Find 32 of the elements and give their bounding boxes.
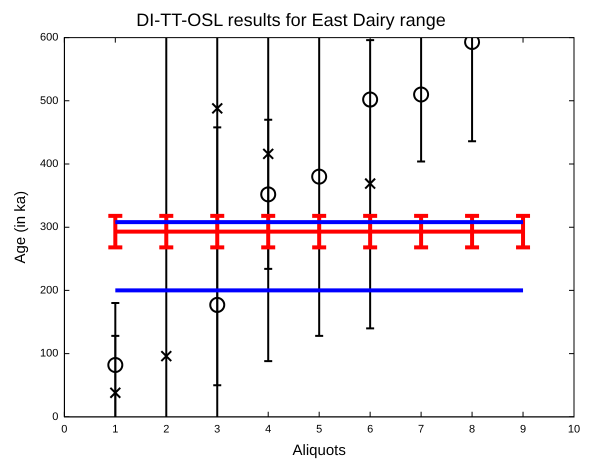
x-tick-label: 0	[61, 423, 68, 436]
x-tick-label: 10	[568, 423, 580, 436]
point	[209, 296, 226, 313]
y-tick-label: 200	[40, 284, 58, 296]
y-axis-title: Age (in ka)	[12, 190, 30, 264]
point	[262, 148, 274, 160]
x-tick-label: 9	[520, 423, 526, 436]
x-tick-label: 7	[418, 423, 424, 436]
point	[362, 92, 378, 108]
x-tick-label: 6	[367, 423, 374, 436]
point	[260, 186, 276, 202]
point	[160, 350, 172, 362]
y-tick-label: 500	[40, 94, 58, 107]
x-tick-label: 5	[316, 423, 322, 436]
point	[107, 356, 124, 373]
y-tick-label: 400	[40, 158, 58, 170]
point	[211, 102, 224, 114]
chart-title: DI-TT-OSL results for East Dairy range	[136, 10, 446, 30]
x-tick-label: 8	[469, 423, 476, 436]
x-tick-label: 1	[112, 423, 118, 436]
x-axis-title: Aliquots	[292, 442, 346, 460]
y-tick-label: 300	[40, 221, 58, 234]
y-tick-label: 100	[40, 348, 58, 360]
point	[364, 178, 376, 190]
point	[109, 386, 122, 399]
y-tick-label: 600	[40, 32, 58, 44]
x-tick-label: 2	[163, 423, 170, 436]
point	[311, 168, 328, 185]
y-tick-label: 0	[52, 410, 58, 423]
x-tick-label: 3	[214, 423, 220, 436]
point	[413, 86, 430, 102]
x-tick-label: 4	[265, 423, 272, 436]
